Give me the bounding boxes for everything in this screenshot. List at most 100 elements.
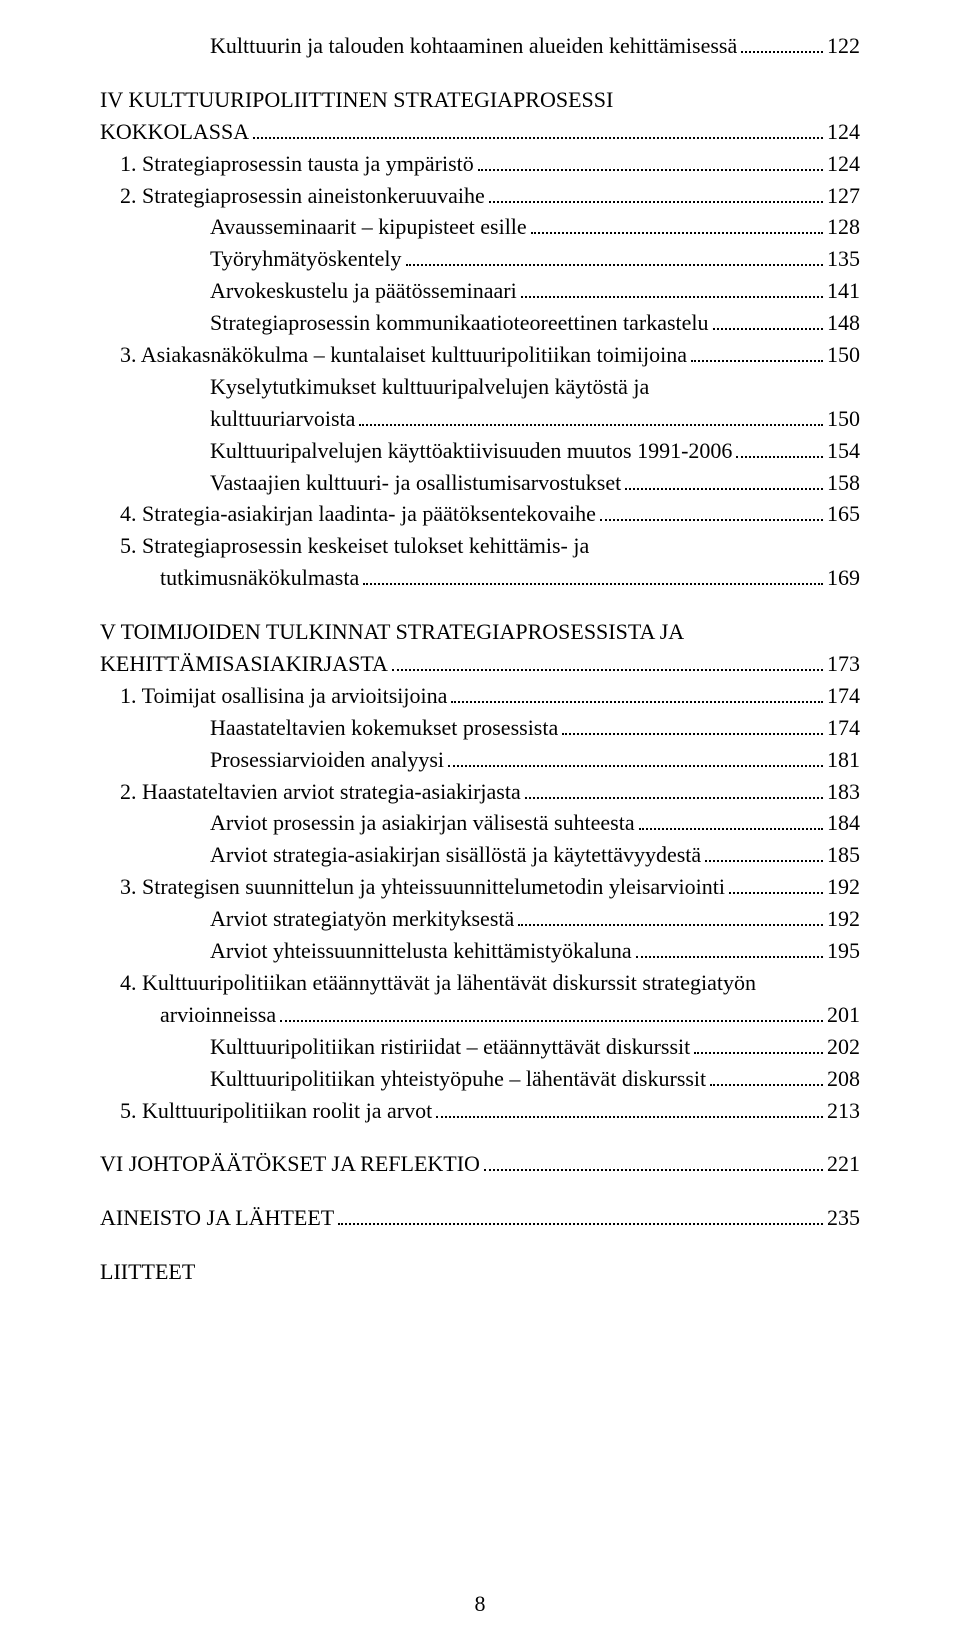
toc-leader [406, 248, 823, 267]
toc-entry-page: 150 [827, 403, 860, 435]
toc-leader [392, 653, 823, 672]
toc-entry-text: VI JOHTOPÄÄTÖKSET JA REFLEKTIO [100, 1148, 480, 1180]
toc-leader [639, 812, 823, 831]
toc-entry-page: 192 [827, 903, 860, 935]
toc-leader [625, 471, 823, 490]
toc-entry-page: 201 [827, 999, 860, 1031]
toc-entry: Avausseminaarit – kipupisteet esille128 [100, 211, 860, 243]
toc-entry-page: 165 [827, 498, 860, 530]
toc-entry: Haastateltavien kokemukset prosessista 17… [100, 712, 860, 744]
toc-entry-text: Kulttuuripolitiikan yhteistyöpuhe – lähe… [210, 1063, 706, 1095]
toc-entry-text: IV KULTTUURIPOLIITTINEN STRATEGIAPROSESS… [100, 84, 613, 116]
toc-entry-text: AINEISTO JA LÄHTEET [100, 1202, 334, 1234]
toc-leader [521, 280, 823, 299]
toc-entry-page: 141 [827, 275, 860, 307]
toc-leader [729, 876, 823, 895]
toc-entry: Strategiaprosessin kommunikaatioteoreett… [100, 307, 860, 339]
toc-entry: Kulttuuripalvelujen käyttöaktiivisuuden … [100, 435, 860, 467]
toc-entry-text: V TOIMIJOIDEN TULKINNAT STRATEGIAPROSESS… [100, 616, 684, 648]
toc-entry-page: 173 [827, 648, 860, 680]
toc-entry-text: Arviot yhteissuunnittelusta kehittämisty… [210, 935, 632, 967]
toc-leader [436, 1099, 823, 1118]
toc-leader [518, 908, 823, 927]
toc-entry-text: Haastateltavien kokemukset prosessista [210, 712, 558, 744]
toc-entry: 2. Haastateltavien arviot strategia-asia… [100, 776, 860, 808]
toc-entry-text: Avausseminaarit – kipupisteet esille [210, 211, 527, 243]
toc-entry-page: 135 [827, 243, 860, 275]
toc-gap [100, 1126, 860, 1148]
toc-entry-text: 5. Strategiaprosessin keskeiset tulokset… [120, 530, 589, 562]
toc-entry-page: 127 [827, 180, 860, 212]
toc-entry-text: kulttuuriarvoista [210, 403, 355, 435]
toc-leader [478, 152, 823, 171]
toc-entry: kulttuuriarvoista 150 [100, 403, 860, 435]
toc-entry-text: 4. Kulttuuripolitiikan etäännyttävät ja … [120, 967, 756, 999]
toc-leader [253, 120, 823, 139]
toc-leader [562, 716, 823, 735]
toc-entry: VI JOHTOPÄÄTÖKSET JA REFLEKTIO 221 [100, 1148, 860, 1180]
toc-entry: 3. Strategisen suunnittelun ja yhteissuu… [100, 871, 860, 903]
toc-entry: Arvokeskustelu ja päätösseminaari141 [100, 275, 860, 307]
toc-entry: Arviot strategiatyön merkityksestä 192 [100, 903, 860, 935]
toc-entry-page: 124 [827, 148, 860, 180]
toc-entry-text: Kulttuuripolitiikan ristiriidat – etäänn… [210, 1031, 690, 1063]
toc-leader [741, 35, 823, 54]
toc-entry-text: 3. Asiakasnäkökulma – kuntalaiset kulttu… [120, 339, 687, 371]
toc-entry-page: 174 [827, 712, 860, 744]
toc-entry: 1. Strategiaprosessin tausta ja ympärist… [100, 148, 860, 180]
toc-entry-text: Kyselytutkimukset kulttuuripalvelujen kä… [210, 371, 649, 403]
toc-entry: Arviot yhteissuunnittelusta kehittämisty… [100, 935, 860, 967]
toc-leader [705, 844, 823, 863]
toc-entry: Työryhmätyöskentely 135 [100, 243, 860, 275]
toc-entry-page: 169 [827, 562, 860, 594]
toc-entry: 4. Kulttuuripolitiikan etäännyttävät ja … [100, 967, 860, 999]
toc-entry-page: 221 [827, 1148, 860, 1180]
toc-entry-text: arvioinneissa [160, 999, 276, 1031]
toc-gap [100, 1234, 860, 1256]
toc-leader [363, 567, 823, 586]
toc-entry-text: Työryhmätyöskentely [210, 243, 402, 275]
toc-leader [636, 940, 823, 959]
toc-entry-text: 2. Strategiaprosessin aineistonkeruuvaih… [120, 180, 485, 212]
toc-entry: LIITTEET [100, 1256, 860, 1288]
toc-entry: 5. Strategiaprosessin keskeiset tulokset… [100, 530, 860, 562]
toc-entry: AINEISTO JA LÄHTEET235 [100, 1202, 860, 1234]
toc-gap [100, 1180, 860, 1202]
toc-leader [710, 1067, 823, 1086]
toc-entry-page: 195 [827, 935, 860, 967]
page-number: 8 [0, 1591, 960, 1617]
toc-leader [736, 439, 823, 458]
toc-entry-text: 1. Toimijat osallisina ja arvioitsijoina [120, 680, 447, 712]
toc-leader [713, 312, 823, 331]
toc-entry-text: KOKKOLASSA [100, 116, 249, 148]
toc-entry: KOKKOLASSA 124 [100, 116, 860, 148]
toc-leader [600, 503, 823, 522]
page: Kulttuurin ja talouden kohtaaminen aluei… [0, 0, 960, 1647]
toc-entry-text: LIITTEET [100, 1256, 195, 1288]
toc-leader [280, 1003, 823, 1022]
toc-entry-text: KEHITTÄMISASIAKIRJASTA [100, 648, 388, 680]
toc-entry-page: 184 [827, 807, 860, 839]
toc-entry-page: 122 [827, 30, 860, 62]
toc-gap [100, 594, 860, 616]
toc-entry: 4. Strategia-asiakirjan laadinta- ja pää… [100, 498, 860, 530]
toc-entry: Prosessiarvioiden analyysi181 [100, 744, 860, 776]
toc-entry: IV KULTTUURIPOLIITTINEN STRATEGIAPROSESS… [100, 84, 860, 116]
toc-entry-page: 183 [827, 776, 860, 808]
toc-entry-text: 4. Strategia-asiakirjan laadinta- ja pää… [120, 498, 596, 530]
toc-entry: 1. Toimijat osallisina ja arvioitsijoina… [100, 680, 860, 712]
toc-entry: Vastaajien kulttuuri- ja osallistumisarv… [100, 467, 860, 499]
toc-entry: arvioinneissa 201 [100, 999, 860, 1031]
toc-leader [691, 344, 823, 363]
toc-entry-page: 174 [827, 680, 860, 712]
toc-entry-text: Arviot strategiatyön merkityksestä [210, 903, 514, 935]
toc-leader [359, 407, 823, 426]
toc-leader [448, 748, 823, 767]
toc-leader [338, 1207, 823, 1226]
toc-entry-page: 181 [827, 744, 860, 776]
toc-entry-page: 192 [827, 871, 860, 903]
toc-entry-text: 3. Strategisen suunnittelun ja yhteissuu… [120, 871, 725, 903]
toc-entry: V TOIMIJOIDEN TULKINNAT STRATEGIAPROSESS… [100, 616, 860, 648]
toc-entry-text: 1. Strategiaprosessin tausta ja ympärist… [120, 148, 474, 180]
toc-entry-page: 124 [827, 116, 860, 148]
